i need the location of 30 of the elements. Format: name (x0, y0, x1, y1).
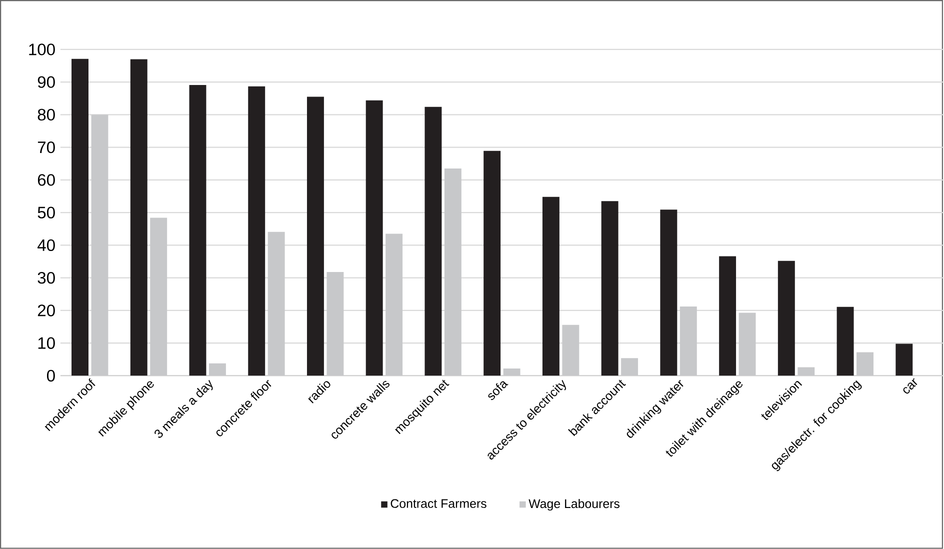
bar (719, 256, 736, 376)
y-tick-label: 80 (38, 108, 55, 121)
bar (601, 201, 618, 376)
bar (542, 196, 560, 376)
x-tick-label: sofa (488, 381, 508, 400)
legend-label: Contract Farmers (390, 499, 486, 508)
bar (189, 85, 206, 376)
y-tick-label: 0 (46, 370, 55, 382)
bar (72, 58, 88, 376)
bar (896, 344, 913, 376)
bar (778, 260, 795, 376)
bar (248, 86, 266, 376)
bar (836, 306, 854, 376)
y-tick-label: 40 (38, 239, 55, 252)
y-tick-label: 100 (29, 44, 55, 56)
bar (366, 100, 383, 376)
bar (130, 59, 148, 376)
bar (484, 150, 501, 376)
y-tick-label: 70 (38, 142, 55, 154)
y-tick-label: 90 (38, 76, 55, 88)
bar (424, 106, 442, 376)
x-tick-label: car (903, 378, 918, 394)
y-tick-label: 10 (38, 337, 55, 349)
y-tick-label: 60 (38, 174, 55, 186)
legend-label: Wage Labourers (528, 499, 620, 511)
y-tick-label: 30 (38, 272, 55, 284)
y-tick-label: 20 (38, 304, 55, 316)
bar (660, 210, 678, 376)
y-tick-label: 50 (38, 206, 55, 218)
bar (306, 96, 324, 376)
